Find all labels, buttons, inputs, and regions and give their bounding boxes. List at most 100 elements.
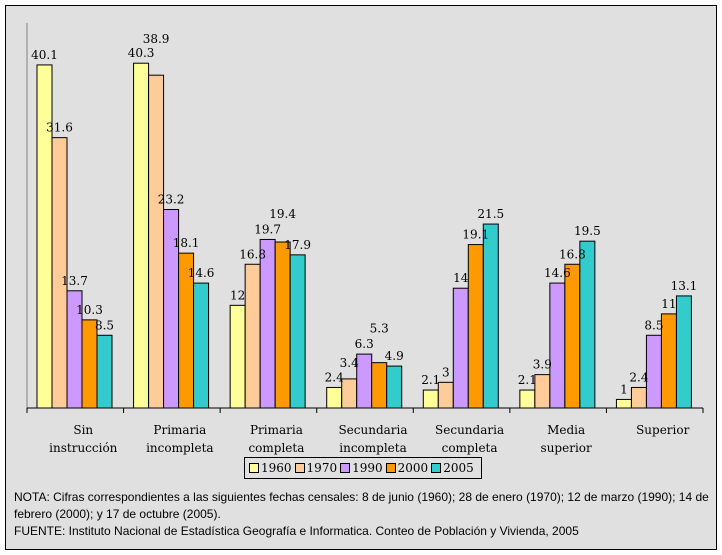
category-label: completa xyxy=(442,441,498,455)
bar-1960 xyxy=(519,389,536,409)
data-label: 19.5 xyxy=(574,224,601,238)
data-label: 2.1 xyxy=(421,373,440,387)
legend-swatch xyxy=(340,463,351,473)
category-label: Secundaria xyxy=(435,423,504,437)
bar-2005 xyxy=(675,295,692,409)
category-label: superior xyxy=(541,441,592,455)
data-label: 5.3 xyxy=(370,322,389,336)
data-label: 14 xyxy=(453,271,469,285)
category-label: incompleta xyxy=(146,441,214,455)
bar-1960 xyxy=(615,398,632,409)
bar-2005 xyxy=(579,240,596,409)
data-label: 16.8 xyxy=(559,247,586,261)
bar-2005 xyxy=(96,334,113,409)
bar-1960 xyxy=(422,389,439,409)
bar-2000 xyxy=(660,313,677,409)
legend-item: 1970 xyxy=(294,461,338,475)
bar-2005 xyxy=(386,365,403,409)
data-label: 14.6 xyxy=(188,266,215,280)
bar-2000 xyxy=(81,319,98,409)
bar-2000 xyxy=(371,362,388,409)
bar-2000 xyxy=(467,244,484,409)
legend-swatch xyxy=(385,463,396,473)
legend-swatch xyxy=(431,463,442,473)
category-label: Sin xyxy=(73,423,93,437)
data-label: 8.5 xyxy=(95,318,114,332)
bar-1970 xyxy=(630,386,647,409)
data-label: 38.9 xyxy=(143,32,170,46)
data-label: 16.8 xyxy=(239,247,266,261)
legend-swatch xyxy=(294,463,305,473)
legend-item: 2000 xyxy=(385,461,429,475)
data-label: 18.1 xyxy=(173,236,200,250)
data-label: 17.9 xyxy=(284,238,311,252)
data-label: 19.7 xyxy=(254,222,281,236)
category-label: Superior xyxy=(636,423,690,437)
category-label: incompleta xyxy=(339,441,407,455)
notes-block: NOTA: Cifras correspondientes a las sigu… xyxy=(14,489,709,540)
data-label: 19.1 xyxy=(462,228,489,242)
bar-1960 xyxy=(229,304,246,409)
legend-label: 1960 xyxy=(261,461,292,475)
legend-item: 1990 xyxy=(340,461,383,475)
data-label: 31.6 xyxy=(46,121,73,135)
bar-1990 xyxy=(452,287,469,409)
category-label: Media xyxy=(547,423,585,437)
bar-1970 xyxy=(534,374,551,409)
bar-2005 xyxy=(193,282,210,409)
bar-1970 xyxy=(341,378,358,409)
category-label: Primaria xyxy=(250,423,303,437)
category-label: instrucción xyxy=(49,441,118,455)
category-label: completa xyxy=(248,441,304,455)
data-label: 2.1 xyxy=(518,373,537,387)
data-label: 23.2 xyxy=(158,193,185,207)
legend-label: 2000 xyxy=(397,461,429,475)
data-label: 8.5 xyxy=(644,318,663,332)
data-label: 10.3 xyxy=(76,303,103,317)
legend-item: 1960 xyxy=(249,461,292,475)
source-text: FUENTE: Instituto Nacional de Estadístic… xyxy=(14,524,579,538)
data-label: 1 xyxy=(620,382,628,396)
legend-label: 1970 xyxy=(306,461,338,475)
data-label: 4.9 xyxy=(385,349,404,363)
data-label: 11 xyxy=(661,297,676,311)
data-label: 3 xyxy=(442,365,450,379)
data-label: 12 xyxy=(230,288,245,302)
data-label: 3.9 xyxy=(533,358,552,372)
data-label: 40.3 xyxy=(128,46,155,60)
data-label: 2.4 xyxy=(325,370,344,384)
bar-1990 xyxy=(549,282,566,409)
bar-2005 xyxy=(482,223,499,409)
data-label: 6.3 xyxy=(355,337,374,351)
data-label: 14.6 xyxy=(544,266,571,280)
bar-2005 xyxy=(289,254,306,409)
data-label: 19.4 xyxy=(269,207,296,221)
data-label: 13.7 xyxy=(61,274,88,288)
bar-1990 xyxy=(645,334,662,409)
bar-2000 xyxy=(564,263,581,409)
legend-label: 1990 xyxy=(352,461,383,475)
data-label: 2.4 xyxy=(629,370,648,384)
data-label: 13.1 xyxy=(671,279,698,293)
legend-swatch xyxy=(249,463,259,473)
data-label: 3.4 xyxy=(340,356,359,370)
bar-2000 xyxy=(274,241,291,409)
bar-1970 xyxy=(148,74,165,409)
bar-1990 xyxy=(356,353,373,409)
legend-item: 2005 xyxy=(431,461,474,475)
bar-1990 xyxy=(259,238,276,409)
legend-label: 2005 xyxy=(443,461,474,475)
data-label: 21.5 xyxy=(477,207,504,221)
category-label: Secundaria xyxy=(338,423,407,437)
category-label: Primaria xyxy=(153,423,206,437)
bar-1960 xyxy=(326,386,343,409)
bar-1960 xyxy=(36,64,53,409)
bar-1970 xyxy=(51,137,68,409)
bar-1960 xyxy=(133,62,150,409)
note-text: NOTA: Cifras correspondientes a las sigu… xyxy=(14,490,709,521)
bar-1970 xyxy=(437,381,454,409)
data-label: 40.1 xyxy=(31,48,58,62)
legend: 1960 1970 1990 2000 2005 xyxy=(244,457,482,479)
bar-1970 xyxy=(244,263,261,409)
